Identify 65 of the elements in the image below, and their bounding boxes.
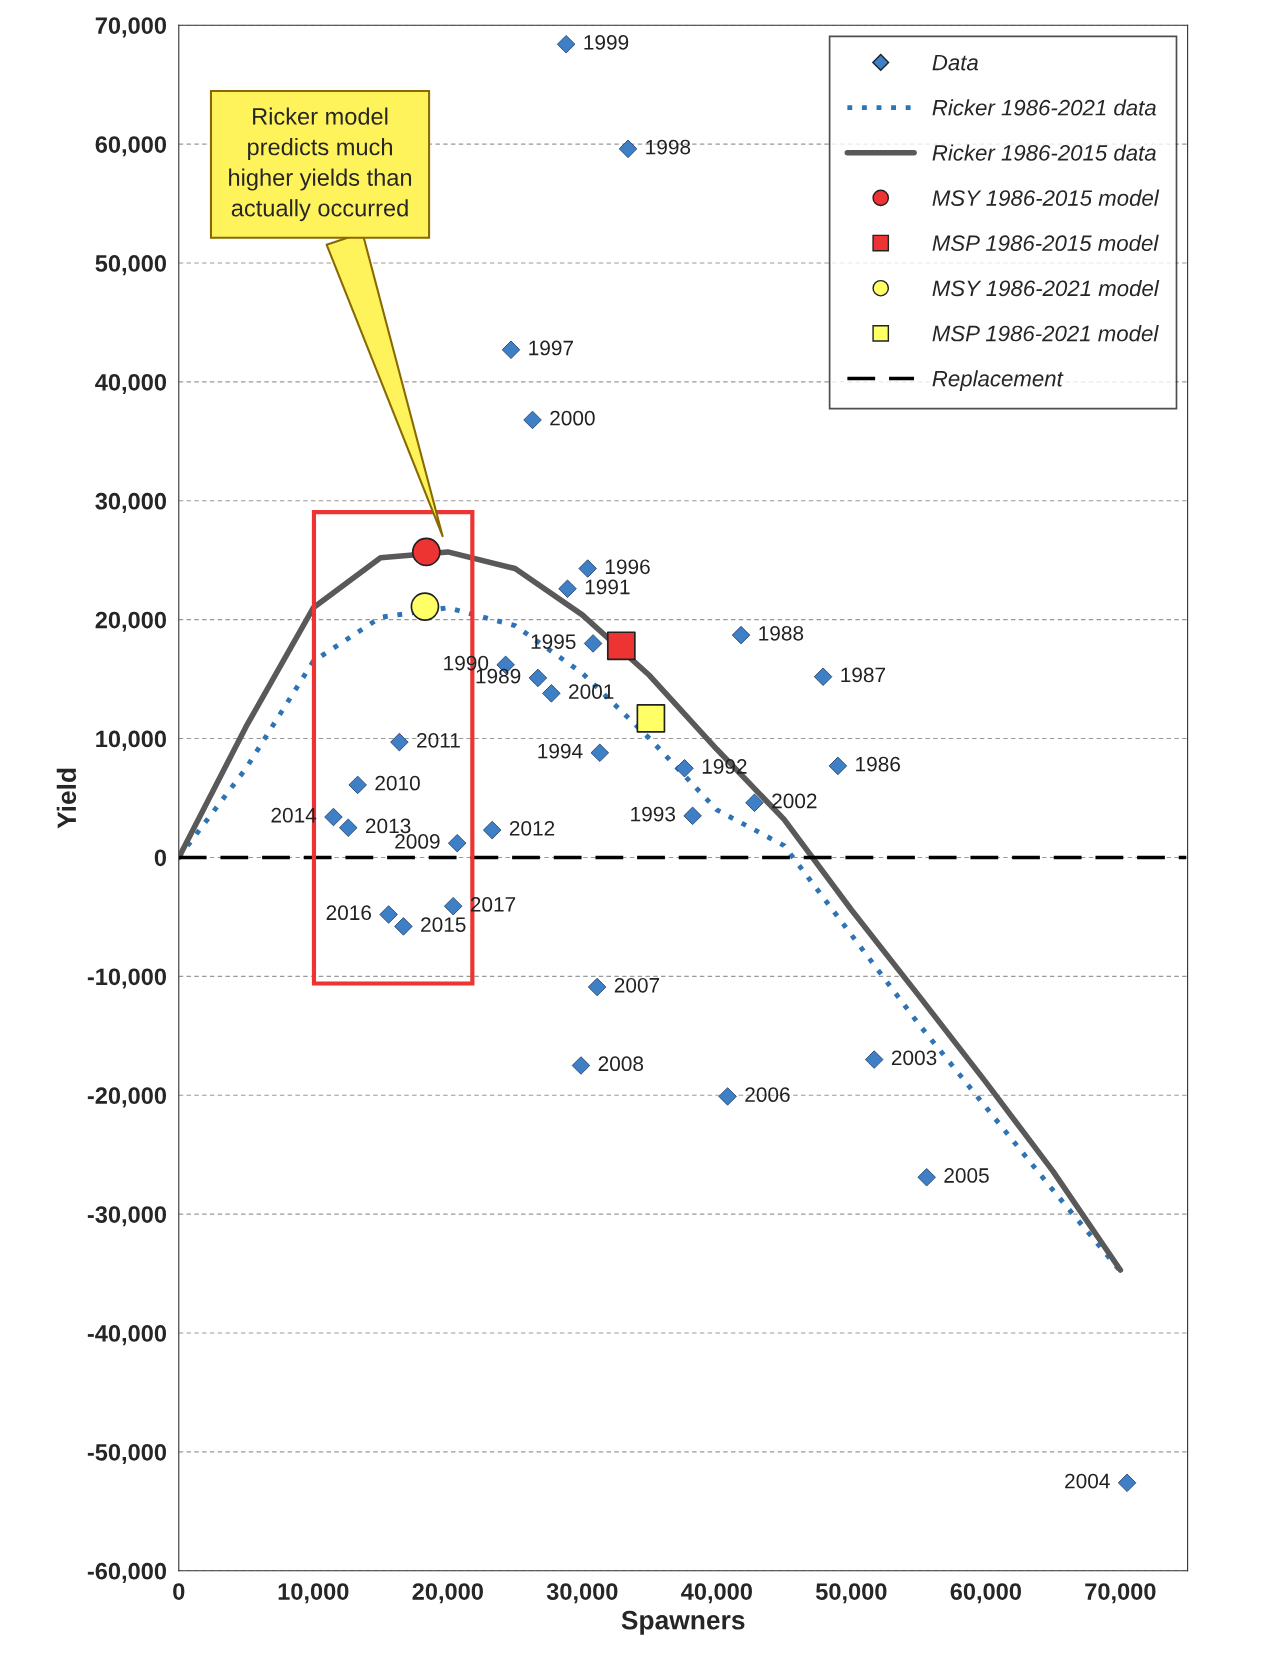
annotation: 2003 [891,1050,937,1066]
annotation: 1987 [841,667,886,683]
annotation: 2008 [598,1056,644,1072]
y-tick-label: -50,000 [87,1443,167,1465]
point [583,634,603,653]
x-tick-label: 60,000 [950,1583,1021,1604]
point [410,592,440,621]
legend-label: MSP 1986-2015 model [932,234,1159,252]
y-tick-label: 70,000 [95,17,167,38]
point [411,537,441,567]
annotation: 1994 [538,743,583,759]
y-tick-label: -30,000 [87,1206,167,1227]
annotation: 2001 [569,684,614,699]
annotation: 2011 [417,732,460,748]
annotation: 2002 [772,793,817,809]
x-tick-label: 70,000 [1085,1583,1156,1604]
annotation: 1991 [585,579,630,595]
point [606,631,636,661]
legend-label: Ricker 1986-2015 data [932,144,1156,161]
y-tick-label: -10,000 [87,968,167,989]
y-tick-label: 50,000 [95,255,167,276]
legend-label: Replacement [932,370,1064,391]
legend-label: MSY 1986-2021 model [932,279,1160,297]
x-tick-label: 50,000 [815,1583,887,1604]
annotation: 2012 [509,820,555,836]
annotation: 2016 [326,905,372,921]
y-tick-label: -20,000 [87,1087,167,1108]
legend-label: MSY 1986-2015 model [932,189,1160,206]
x-axis-title: Spawners [621,1610,745,1635]
annotation: 2004 [1065,1473,1110,1489]
annotation: 2005 [944,1168,989,1183]
y-axis-title: Yield [56,768,77,829]
point [636,703,666,733]
y-tick-label: -60,000 [87,1562,167,1584]
x-tick-label: 40,000 [681,1583,752,1604]
y-tick-label: 10,000 [96,730,167,751]
y-tick-label: 0 [154,849,167,867]
x-tick-label: 10,000 [278,1583,349,1604]
legend-label: Ricker 1986-2021 data [932,99,1156,116]
annotation: 2013 [365,818,411,834]
y-tick-label: 20,000 [95,611,167,632]
annotation: 1997 [529,340,573,356]
annotation: 2006 [745,1087,790,1103]
x-tick-label: 0 [173,1583,185,1600]
y-tick-label: 30,000 [95,492,167,513]
y-tick-label: 60,000 [95,136,167,157]
y-tick-label: 40,000 [95,373,167,395]
annotation: 1999 [584,35,629,50]
annotation: 1993 [631,806,676,822]
annotation: 2007 [614,977,660,993]
annotation: 1996 [605,559,650,575]
annotation: 2009 [395,834,440,849]
annotation: 1995 [531,634,576,650]
annotation: 2000 [550,410,595,426]
annotation: 1998 [646,139,691,155]
annotation: 2010 [375,775,420,791]
x-tick-label: 20,000 [412,1583,483,1604]
annotation: Ricker model predicts much higher yields than actually occurred [229,107,412,222]
x-tick-label: 30,000 [546,1583,618,1604]
legend-label: MSP 1986-2021 model [932,325,1159,342]
annotation: 2015 [421,917,466,932]
legend-label: Data [932,54,979,71]
annotation: 1986 [856,756,900,772]
y-tick-label: -40,000 [87,1325,167,1346]
annotation: 1988 [759,625,804,641]
